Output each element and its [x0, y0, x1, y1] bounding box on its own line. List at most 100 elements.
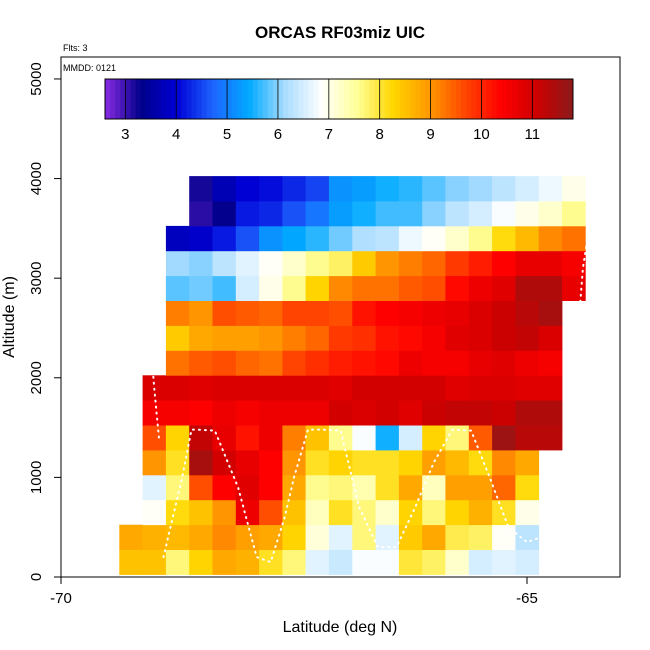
heatmap-cell [305, 325, 330, 351]
colorbar-swatch [125, 79, 131, 119]
colorbar-swatch [277, 79, 284, 119]
heatmap-cell [515, 250, 540, 277]
heatmap-cell [562, 250, 586, 277]
heatmap-cell [515, 275, 540, 301]
heatmap-cell [538, 201, 563, 227]
heatmap-cells [119, 176, 586, 575]
heatmap-cell [468, 499, 493, 526]
heatmap-cell [259, 450, 283, 476]
colorbar-swatch [456, 79, 462, 119]
heatmap-cell [375, 375, 400, 401]
colorbar-swatch [435, 79, 442, 119]
heatmap-cell [468, 350, 493, 376]
x-axis-label: Latitude (deg N) [283, 619, 398, 636]
heatmap-cell [538, 176, 563, 202]
colorbar-swatch [466, 79, 472, 119]
colorbar-swatch [201, 79, 208, 119]
heatmap-cell [212, 450, 237, 476]
colorbar-swatch [476, 79, 482, 119]
colorbar-swatch [328, 79, 335, 119]
heatmap-cell [375, 400, 400, 426]
colorbar-swatch [191, 79, 197, 119]
heatmap-cell [328, 450, 353, 476]
colorbar-swatch [410, 79, 416, 119]
colorbar-swatch [562, 79, 569, 119]
heatmap-cell [305, 400, 330, 426]
heatmap-cell [492, 275, 516, 301]
y-tick-label: 2000 [28, 361, 45, 394]
heatmap-cell [235, 176, 260, 202]
colorbar-tick-label: 7 [325, 126, 333, 143]
heatmap-cell [398, 176, 423, 202]
heatmap-cell [282, 325, 307, 351]
colorbar-swatch [471, 79, 477, 119]
colorbar-swatch [400, 79, 406, 119]
heatmap-cell [468, 325, 493, 351]
heatmap-cell [328, 350, 353, 376]
date-note: MMDD: 0121 [63, 63, 116, 73]
heatmap-cell [328, 250, 353, 277]
heatmap-cell [305, 375, 330, 401]
colorbar-swatch [267, 79, 274, 119]
colorbar-swatch [374, 79, 381, 119]
colorbar-swatch [186, 79, 192, 119]
heatmap-cell [398, 201, 423, 227]
heatmap-cell [375, 176, 400, 202]
colorbar-swatch [369, 79, 376, 119]
colorbar-swatch [394, 79, 401, 119]
heatmap-cell [445, 425, 470, 451]
colorbar-swatch [232, 79, 238, 119]
heatmap-cell [562, 201, 586, 227]
heatmap-cell [165, 549, 190, 575]
colorbar-swatch [506, 79, 513, 119]
colorbar-swatch [298, 79, 304, 119]
heatmap-cell [235, 350, 260, 376]
heatmap-cell [468, 201, 493, 227]
heatmap-cell [538, 425, 563, 451]
heatmap-cell [468, 400, 493, 426]
colorbar-swatch [354, 79, 360, 119]
heatmap-cell [398, 275, 423, 301]
colorbar-swatch [303, 79, 309, 119]
flight-track [134, 177, 603, 564]
heatmap-cell [189, 250, 213, 277]
colorbar-swatch [552, 79, 559, 119]
heatmap-cell [422, 400, 446, 426]
heatmap-cell [445, 549, 470, 575]
heatmap-cell [259, 325, 283, 351]
colorbar-swatch [344, 79, 350, 119]
heatmap-cell [259, 176, 283, 202]
colorbar-tick-label: 6 [274, 126, 282, 143]
x-tick-label: -65 [516, 590, 538, 607]
heatmap-cell [468, 225, 493, 252]
heatmap-cell [492, 250, 516, 277]
heatmap-cell [468, 176, 493, 202]
heatmap-cell [492, 325, 516, 351]
heatmap-cell [282, 425, 307, 451]
heatmap-cell [422, 375, 446, 401]
colorbar-swatch [517, 79, 523, 119]
colorbar-swatch [237, 79, 243, 119]
heatmap-cell [328, 201, 353, 227]
heatmap-cell [515, 225, 540, 252]
colorbar-swatch [542, 79, 548, 119]
heatmap-cell [515, 450, 540, 476]
heatmap-cell [375, 325, 400, 351]
heatmap-cell [165, 474, 190, 501]
colorbar-tick-label: 9 [426, 126, 434, 143]
heatmap-cell [422, 549, 446, 575]
heatmap-cell [445, 201, 470, 227]
heatmap-cell [422, 325, 446, 351]
colorbar-swatch [501, 79, 508, 119]
heatmap-cell [515, 499, 540, 526]
colorbar-swatch [349, 79, 355, 119]
heatmap-cell [515, 474, 540, 501]
colorbar-swatch [160, 79, 167, 119]
colorbar-swatch [110, 79, 116, 119]
colorbar: 3 4 5 6 7 8 9 10 11 [104, 78, 574, 143]
heatmap-cell [235, 225, 260, 252]
heatmap-cell [189, 375, 213, 401]
heatmap-cell [352, 275, 376, 301]
heatmap-cell [492, 225, 516, 252]
